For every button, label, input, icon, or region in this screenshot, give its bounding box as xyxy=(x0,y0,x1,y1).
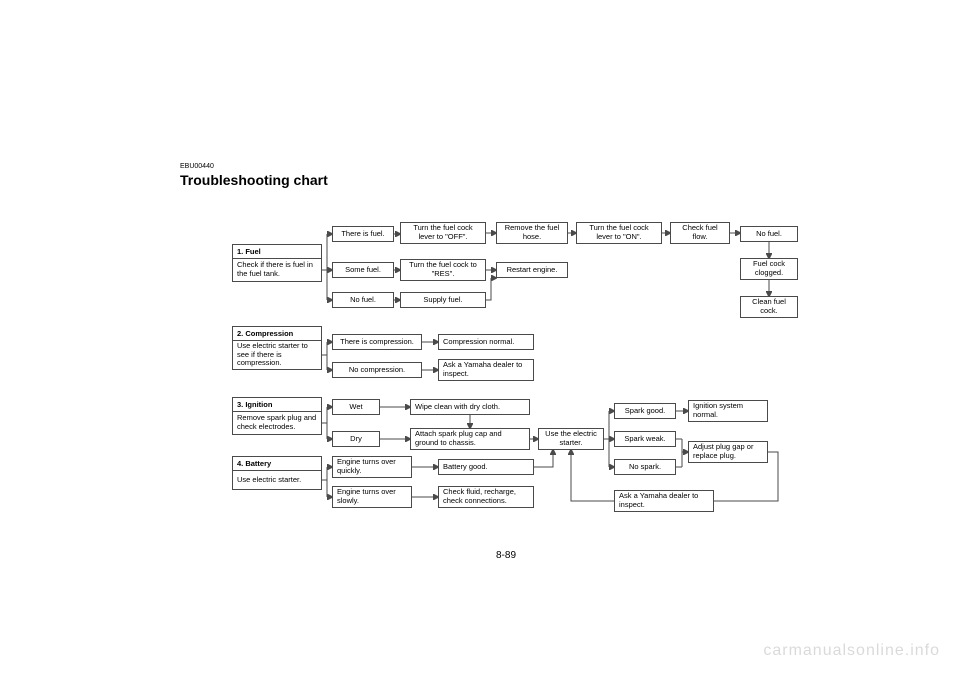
ign-spark-good: Spark good. xyxy=(614,403,676,419)
fuel-remove-hose: Remove the fuel hose. xyxy=(496,222,568,244)
bat-good: Battery good. xyxy=(438,459,534,475)
fuel-supply: Supply fuel. xyxy=(400,292,486,308)
page-number: 8-89 xyxy=(496,550,516,561)
ign-adjust: Adjust plug gap or replace plug. xyxy=(688,441,768,463)
bat-root: Use electric starter. xyxy=(232,470,322,490)
fuel-cock-clogged: Fuel cock clogged. xyxy=(740,258,798,280)
fuel-some: Some fuel. xyxy=(332,262,394,278)
comp-has: There is compression. xyxy=(332,334,422,350)
comp-header: 2. Compression xyxy=(232,326,322,340)
ign-use-starter: Use the electric starter. xyxy=(538,428,604,450)
fuel-root: Check if there is fuel in the fuel tank. xyxy=(232,258,322,282)
fuel-turn-res: Turn the fuel cock to "RES". xyxy=(400,259,486,281)
fuel-turn-on: Turn the fuel cock lever to "ON". xyxy=(576,222,662,244)
fuel-restart: Restart engine. xyxy=(496,262,568,278)
bat-slow: Engine turns over slowly. xyxy=(332,486,412,508)
comp-dealer: Ask a Yamaha dealer to inspect. xyxy=(438,359,534,381)
ign-root: Remove spark plug and check electrodes. xyxy=(232,411,322,435)
ign-dry: Dry xyxy=(332,431,380,447)
bat-quick: Engine turns over quickly. xyxy=(332,456,412,478)
fuel-there-is: There is fuel. xyxy=(332,226,394,242)
ign-no-spark: No spark. xyxy=(614,459,676,475)
fuel-clean-cock: Clean fuel cock. xyxy=(740,296,798,318)
ign-sys-normal: Ignition system normal. xyxy=(688,400,768,422)
ign-dealer: Ask a Yamaha dealer to inspect. xyxy=(614,490,714,512)
fuel-turn-off: Turn the fuel cock lever to "OFF". xyxy=(400,222,486,244)
doc-code: EBU00440 xyxy=(180,163,214,170)
bat-check: Check fluid, recharge, check connections… xyxy=(438,486,534,508)
bat-header: 4. Battery xyxy=(232,456,322,470)
fuel-check-flow: Check fuel flow. xyxy=(670,222,730,244)
comp-normal: Compression normal. xyxy=(438,334,534,350)
fuel-no-flow: No fuel. xyxy=(740,226,798,242)
ign-attach: Attach spark plug cap and ground to chas… xyxy=(410,428,530,450)
ign-wet: Wet xyxy=(332,399,380,415)
ign-header: 3. Ignition xyxy=(232,397,322,411)
fuel-none-left: No fuel. xyxy=(332,292,394,308)
ign-spark-weak: Spark weak. xyxy=(614,431,676,447)
watermark: carmanualsonline.info xyxy=(763,642,940,660)
doc-title: Troubleshooting chart xyxy=(180,172,328,188)
fuel-header: 1. Fuel xyxy=(232,244,322,258)
comp-root: Use electric starter to see if there is … xyxy=(232,340,322,370)
comp-none: No compression. xyxy=(332,362,422,378)
ign-wipe: Wipe clean with dry cloth. xyxy=(410,399,530,415)
